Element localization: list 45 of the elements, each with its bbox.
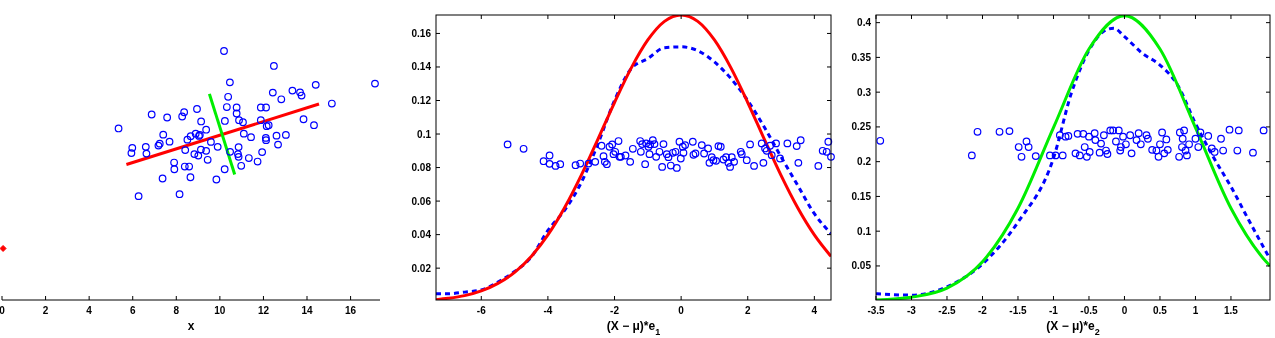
x-tick-label: 8 (173, 305, 180, 316)
x-tick-label: -3.5 (867, 305, 886, 316)
y-tick-label: 0.1 (857, 225, 872, 237)
x-tick-label: 0 (0, 305, 6, 316)
y-tick-label: 0.14 (411, 61, 432, 73)
x-tick-label: 2 (744, 305, 751, 316)
x-tick-label: 1 (1192, 305, 1199, 316)
x-tick-label: -1.5 (1009, 305, 1028, 316)
y-tick-label: 0.12 (411, 95, 432, 106)
x-axis-title: x (187, 319, 195, 333)
x-axis-title: (X − μ)*e$_{1}$ (606, 319, 661, 337)
y-tick-label: 0.25 (851, 121, 872, 133)
x-tick-label: 10 (214, 305, 226, 316)
x-tick-label: -2.5 (938, 305, 957, 316)
x-tick-label: -1 (1049, 305, 1059, 316)
y-tick-label: 0.06 (411, 195, 432, 207)
x-tick-label: 0.5 (1153, 305, 1168, 316)
x-tick-label: 6 (129, 305, 136, 316)
x-tick-label: 12 (257, 305, 270, 316)
y-tick-label: 0.02 (411, 262, 432, 274)
x-tick-label: -0.5 (1080, 305, 1099, 316)
x-tick-label: -2 (610, 305, 620, 316)
x-tick-label: -2 (978, 305, 988, 316)
y-tick-label: 0.3 (857, 86, 872, 98)
y-tick-label: 0.35 (851, 51, 872, 63)
x-tick-label: 4 (86, 305, 93, 316)
x-axis-title: (X − μ)*e$_{2}$ (1046, 319, 1100, 337)
x-tick-label: 0 (678, 305, 685, 316)
x-tick-label: 16 (345, 305, 357, 316)
y-tick-label: 0.4 (857, 17, 872, 29)
x-tick-label: -6 (476, 305, 487, 316)
y-tick-label: 0.1 (417, 128, 432, 140)
x-tick-label: 1.5 (1224, 305, 1239, 316)
x-tick-label: -4 (543, 305, 553, 316)
y-tick-label: 0.05 (851, 260, 872, 272)
x-tick-label: 14 (301, 305, 314, 316)
x-tick-label: 0 (1121, 305, 1128, 316)
y-tick-label: 0.08 (411, 162, 432, 174)
y-tick-label: 0.16 (411, 27, 432, 39)
x-tick-label: -3 (907, 305, 917, 316)
x-tick-label: 4 (811, 305, 818, 316)
y-tick-label: 0.2 (857, 156, 872, 168)
y-tick-label: 0.15 (851, 190, 872, 202)
x-tick-label: 2 (42, 305, 49, 316)
y-tick-label: 0.04 (411, 229, 432, 241)
